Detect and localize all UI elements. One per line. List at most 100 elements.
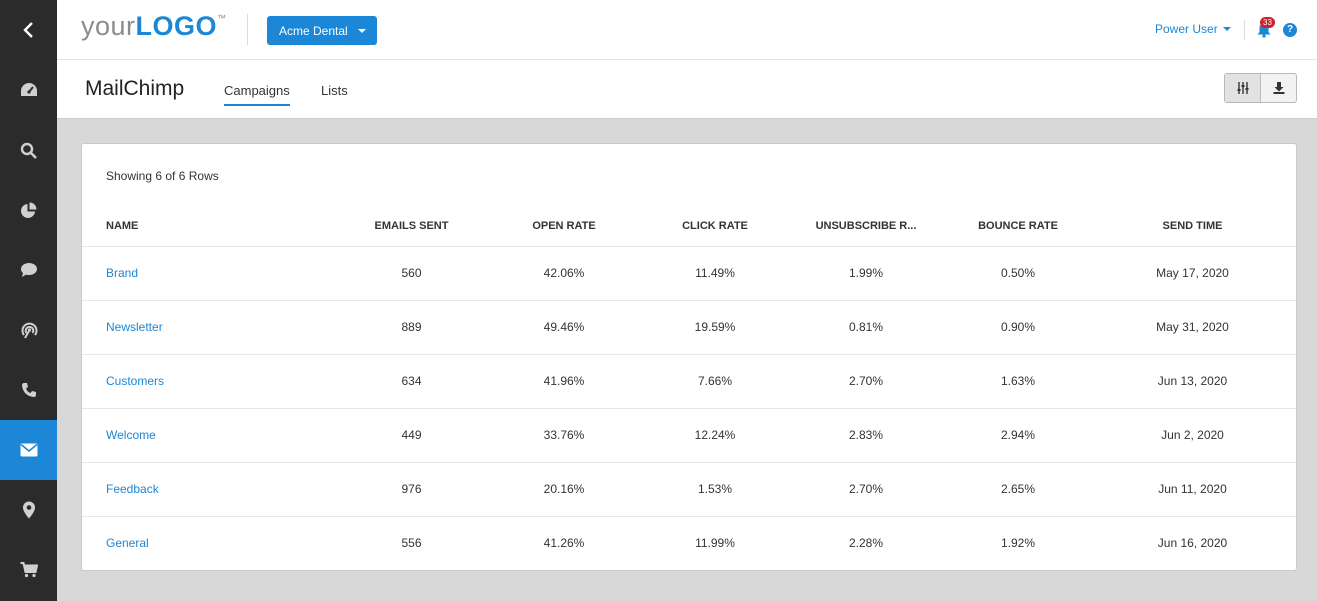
bounce-rate-cell: 2.94% (947, 408, 1089, 463)
open-rate-cell: 42.06% (483, 246, 645, 301)
table-row: Brand 560 42.06% 11.49% 1.99% 0.50% May … (82, 246, 1296, 301)
emails-sent-cell: 976 (340, 462, 483, 517)
user-menu-label: Power User (1155, 22, 1218, 36)
header-divider (247, 14, 248, 45)
emails-sent-cell: 889 (340, 300, 483, 355)
click-rate-cell: 7.66% (645, 354, 785, 409)
column-header-send-time[interactable]: SEND TIME (1089, 206, 1296, 247)
send-time-cell: Jun 13, 2020 (1089, 354, 1296, 409)
unsubscribe-rate-cell: 2.83% (785, 408, 947, 463)
unsubscribe-rate-cell: 0.81% (785, 300, 947, 355)
logo-brand: LOGO (135, 11, 218, 41)
column-header-open-rate[interactable]: OPEN RATE (483, 206, 645, 247)
unsubscribe-rate-cell: 2.70% (785, 354, 947, 409)
signal-icon (21, 322, 37, 339)
campaigns-card: Showing 6 of 6 Rows NAME EMAILS SENT OPE… (81, 143, 1297, 571)
table-row: Welcome 449 33.76% 12.24% 2.83% 2.94% Ju… (82, 408, 1296, 463)
sliders-icon (1237, 82, 1248, 94)
bounce-rate-cell: 1.92% (1000, 536, 1036, 551)
user-menu[interactable]: Power User (1155, 22, 1231, 36)
emails-sent-cell: 556 (401, 536, 422, 551)
sidebar-item-signal[interactable] (0, 300, 57, 360)
bounce-rate-cell: 2.65% (947, 462, 1089, 517)
bounce-rate-cell: 1.63% (947, 354, 1089, 409)
campaign-name-link[interactable]: Feedback (82, 462, 340, 517)
open-rate-cell: 41.26% (543, 536, 585, 551)
table-row: Newsletter 889 49.46% 19.59% 0.81% 0.90%… (82, 300, 1296, 355)
account-dropdown-label: Acme Dental (279, 23, 348, 38)
header-divider (1244, 20, 1245, 40)
click-rate-cell: 1.53% (645, 462, 785, 517)
bounce-rate-cell: 0.50% (947, 246, 1089, 301)
sidebar-collapse-button[interactable] (0, 0, 57, 60)
caret-down-icon (358, 29, 366, 33)
top-header: yourLOGO™ Acme Dental Power User 33 ? (57, 0, 1317, 60)
search-icon (20, 142, 37, 159)
sidebar-item-cart[interactable] (0, 540, 57, 600)
open-rate-cell: 41.96% (483, 354, 645, 409)
page-header: MailChimp Campaigns Lists (57, 60, 1317, 119)
chevron-left-icon (22, 22, 33, 38)
sidebar (0, 0, 57, 601)
location-icon (22, 501, 35, 519)
logo-prefix: your (81, 11, 136, 41)
campaign-name-link[interactable]: General (106, 536, 149, 551)
unsubscribe-rate-cell: 2.70% (785, 462, 947, 517)
sidebar-item-calls[interactable] (0, 360, 57, 420)
sidebar-item-locations[interactable] (0, 480, 57, 540)
account-dropdown[interactable]: Acme Dental (267, 16, 377, 45)
column-header-click-rate[interactable]: CLICK RATE (645, 206, 785, 247)
sidebar-item-reports[interactable] (0, 180, 57, 240)
toolbar (1224, 73, 1297, 103)
table-row: Customers 634 41.96% 7.66% 2.70% 1.63% J… (82, 354, 1296, 409)
column-header-name[interactable]: NAME (82, 206, 340, 247)
send-time-cell: Jun 11, 2020 (1089, 462, 1296, 517)
help-icon[interactable]: ? (1283, 23, 1297, 37)
emails-sent-cell: 634 (340, 354, 483, 409)
sidebar-item-email[interactable] (0, 420, 57, 480)
campaign-name-link[interactable]: Welcome (82, 408, 340, 463)
cart-icon (20, 562, 38, 578)
unsubscribe-rate-cell: 2.28% (848, 536, 884, 551)
campaign-name-link[interactable]: Newsletter (82, 300, 340, 355)
campaigns-table: NAME EMAILS SENT OPEN RATE CLICK RATE UN… (82, 206, 1296, 570)
click-rate-cell: 11.49% (645, 246, 785, 301)
send-time-cell: Jun 2, 2020 (1089, 408, 1296, 463)
page-title: MailChimp (85, 77, 185, 100)
table-row: General 556 41.26% 11.99% 2.28% 1.92% Ju… (82, 516, 1296, 570)
download-button[interactable] (1261, 74, 1296, 102)
row-count: Showing 6 of 6 Rows (106, 169, 219, 183)
send-time-cell: May 17, 2020 (1089, 246, 1296, 301)
campaign-name-link[interactable]: Customers (82, 354, 340, 409)
notification-badge: 33 (1260, 17, 1275, 28)
chat-icon (20, 263, 37, 277)
open-rate-cell: 33.76% (483, 408, 645, 463)
table-header-row: NAME EMAILS SENT OPEN RATE CLICK RATE UN… (82, 206, 1296, 247)
emails-sent-cell: 449 (340, 408, 483, 463)
campaign-name-link[interactable]: Brand (82, 246, 340, 301)
column-header-bounce-rate[interactable]: BOUNCE RATE (947, 206, 1089, 247)
unsubscribe-rate-cell: 1.99% (785, 246, 947, 301)
sidebar-item-chat[interactable] (0, 240, 57, 300)
logo-trademark: ™ (217, 13, 227, 23)
filter-settings-button[interactable] (1225, 74, 1261, 102)
logo: yourLOGO™ (81, 11, 227, 42)
caret-down-icon (1222, 27, 1231, 31)
table-row: Feedback 976 20.16% 1.53% 2.70% 2.65% Ju… (82, 462, 1296, 517)
download-icon (1273, 82, 1284, 94)
column-header-unsubscribe-rate[interactable]: UNSUBSCRIBE R... (785, 206, 947, 247)
tab-campaigns[interactable]: Campaigns (224, 83, 290, 106)
open-rate-cell: 20.16% (483, 462, 645, 517)
pie-chart-icon (21, 202, 37, 218)
send-time-cell: Jun 16, 2020 (1157, 536, 1228, 551)
open-rate-cell: 49.46% (483, 300, 645, 355)
sidebar-item-search[interactable] (0, 120, 57, 180)
click-rate-cell: 19.59% (645, 300, 785, 355)
click-rate-cell: 12.24% (645, 408, 785, 463)
tab-lists[interactable]: Lists (321, 83, 348, 98)
sidebar-item-dashboard[interactable] (0, 60, 57, 120)
send-time-cell: May 31, 2020 (1089, 300, 1296, 355)
dashboard-icon (20, 83, 37, 96)
phone-icon (21, 383, 36, 397)
column-header-emails-sent[interactable]: EMAILS SENT (340, 206, 483, 247)
